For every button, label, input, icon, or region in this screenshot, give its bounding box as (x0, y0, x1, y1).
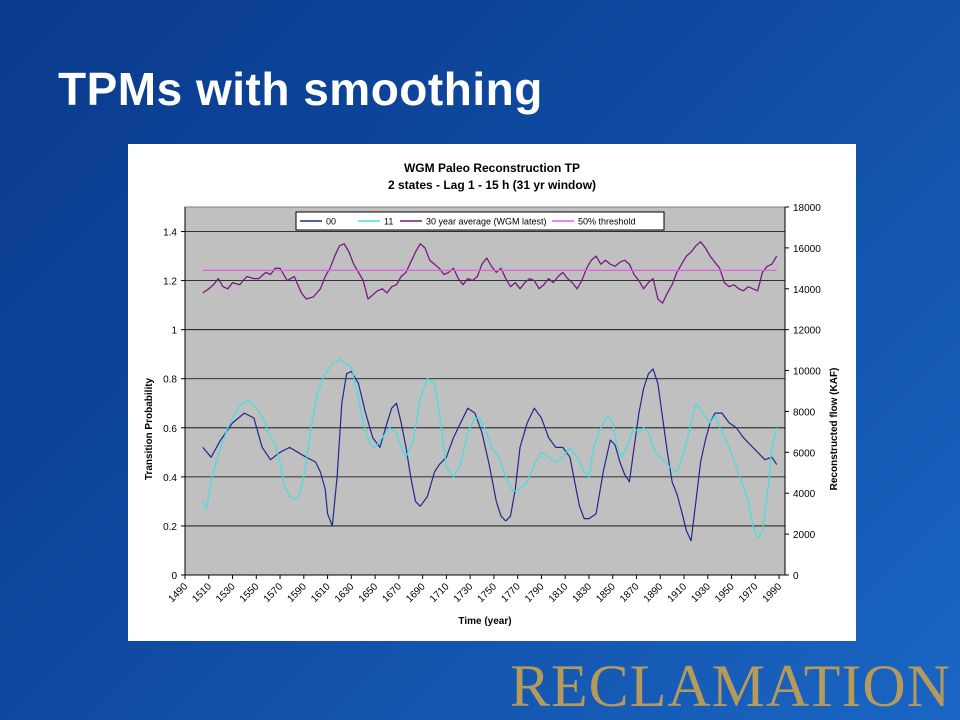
x-tick-label: 1950 (713, 581, 737, 605)
x-tick-label: 1890 (642, 581, 666, 605)
x-tick-label: 1750 (476, 581, 500, 605)
x-tick-label: 1550 (238, 581, 262, 605)
x-tick-label: 1570 (262, 581, 286, 605)
x-tick-label: 1630 (333, 581, 357, 605)
x-tick-label: 1810 (547, 581, 571, 605)
x-tick-label: 1910 (666, 581, 690, 605)
legend-label: 11 (384, 217, 393, 227)
x-tick-label: 1690 (404, 581, 428, 605)
x-tick-label: 1510 (190, 581, 214, 605)
y2-tick-label: 2000 (793, 530, 816, 541)
x-tick-label: 1610 (309, 581, 333, 605)
chart-subtitle: 2 states - Lag 1 - 15 h (31 yr window) (388, 178, 596, 192)
x-tick-label: 1710 (428, 581, 452, 605)
y-tick-label: 1.4 (163, 228, 177, 239)
y-tick-label: 1 (171, 326, 177, 337)
y2-tick-label: 18000 (793, 203, 821, 214)
y-tick-label: 0.6 (163, 424, 177, 435)
y2-tick-label: 8000 (793, 407, 816, 418)
legend-box (295, 211, 665, 231)
y2-axis-label: Reconstructed flow (KAF) (829, 368, 840, 491)
y-tick-label: 0.8 (163, 375, 177, 386)
x-tick-label: 1870 (618, 581, 642, 605)
y2-tick-label: 16000 (793, 244, 821, 255)
x-tick-label: 1770 (499, 581, 523, 605)
series-line-1 (202, 358, 778, 539)
series-line-0 (202, 368, 778, 542)
x-tick-label: 1850 (594, 581, 618, 605)
chart-title: WGM Paleo Reconstruction TP (404, 161, 580, 175)
x-tick-label: 1650 (357, 581, 381, 605)
y-tick-label: 0.2 (163, 522, 177, 533)
x-tick-label: 1790 (523, 581, 547, 605)
y-tick-label: 0.4 (163, 473, 177, 484)
slide-title: TPMs with smoothing (58, 63, 543, 115)
legend-label: 30 year average (WGM latest) (426, 217, 547, 227)
reclamation-logo: RECLAMATION (510, 653, 951, 719)
plot-area (184, 206, 786, 576)
y2-tick-label: 10000 (793, 367, 821, 378)
x-tick-label: 1970 (737, 581, 761, 605)
x-tick-label: 1530 (214, 581, 238, 605)
chart-svg: WGM Paleo Reconstruction TP 2 states - L… (144, 161, 840, 627)
legend-label: 00 (326, 217, 336, 227)
series-line-2 (202, 241, 778, 304)
y-tick-label: 0 (171, 571, 177, 582)
plot-layer: 0 0.2 0.4 0.6 0.8 1 1.2 1.4 0 2000 4000 6000 8000 100… (163, 203, 821, 605)
x-tick-label: 1930 (689, 581, 713, 605)
y-tick-label: 1.2 (163, 277, 177, 288)
y2-tick-label: 4000 (793, 489, 816, 500)
x-tick-label: 1990 (761, 581, 785, 605)
legend-label: 50% threshold (578, 217, 636, 227)
chart-panel: WGM Paleo Reconstruction TP 2 states - L… (128, 144, 856, 641)
y2-tick-label: 0 (793, 571, 799, 582)
y2-tick-label: 6000 (793, 448, 816, 459)
x-tick-label: 1730 (452, 581, 476, 605)
x-tick-label: 1590 (285, 581, 309, 605)
x-axis-label: Time (year) (458, 616, 511, 627)
y-axis-label: Transition Probability (144, 377, 155, 480)
x-tick-label: 1490 (167, 581, 191, 605)
x-tick-label: 1830 (571, 581, 595, 605)
y2-tick-label: 12000 (793, 326, 821, 337)
y2-tick-label: 14000 (793, 285, 821, 296)
x-tick-label: 1670 (380, 581, 404, 605)
